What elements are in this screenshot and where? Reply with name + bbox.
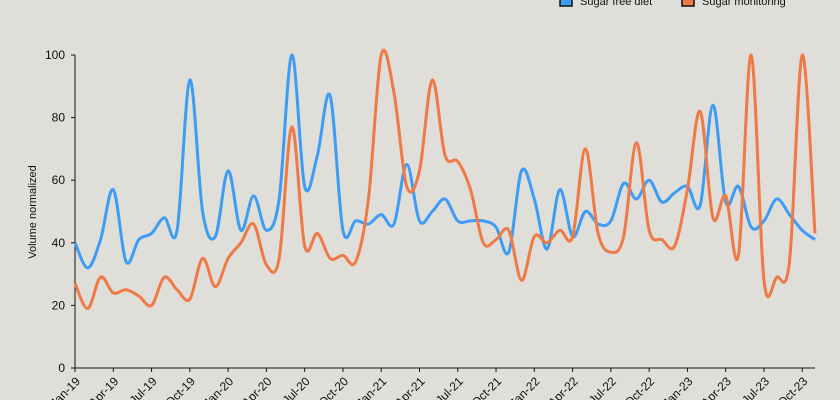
- legend-item: Sugar free diet: [559, 0, 652, 8]
- legend-swatch: [559, 0, 573, 7]
- legend-label: Sugar free diet: [580, 0, 652, 8]
- y-tick-label: 20: [52, 298, 66, 312]
- x-tick-label: Oct-22: [622, 374, 658, 400]
- y-tick-label: 40: [52, 236, 66, 250]
- line-series: [73, 48, 817, 311]
- x-tick-label: Apr-21: [392, 374, 428, 400]
- x-tick-label: Apr-23: [698, 374, 734, 400]
- legend-swatch: [681, 0, 695, 7]
- x-tick-label: Oct-21: [469, 374, 505, 400]
- x-tick-label: Jan-21: [353, 374, 389, 400]
- x-tick-label: Jul-23: [739, 374, 772, 400]
- y-tick-label: 100: [45, 48, 65, 62]
- x-tick-label: Apr-22: [545, 374, 581, 400]
- y-tick-label: 0: [58, 361, 65, 375]
- x-tick-label: Jul-19: [127, 374, 160, 400]
- x-tick-label: Jul-20: [280, 374, 313, 400]
- x-tick-label: Jul-22: [586, 374, 619, 400]
- legend-item: Sugar monitoring: [681, 0, 786, 8]
- y-axis-label: Volume normalized: [27, 165, 39, 259]
- x-tick-label: Jan-20: [200, 374, 236, 400]
- x-tick-label: Jan-23: [660, 374, 696, 400]
- x-tick-label: Oct-20: [316, 374, 352, 400]
- x-tick-label: Jan-22: [507, 374, 543, 400]
- x-tick-label: Apr-19: [86, 374, 122, 400]
- line-series: [73, 53, 816, 270]
- x-tick-label: Oct-19: [163, 374, 199, 400]
- x-tick-label: Oct-23: [775, 374, 811, 400]
- legend-label: Sugar monitoring: [702, 0, 786, 8]
- y-tick-label: 80: [52, 111, 66, 125]
- y-tick-label: 60: [52, 173, 66, 187]
- x-tick-label: Apr-20: [239, 374, 275, 400]
- x-tick-label: Jul-21: [433, 374, 466, 400]
- x-tick-label: Jan-19: [47, 374, 83, 400]
